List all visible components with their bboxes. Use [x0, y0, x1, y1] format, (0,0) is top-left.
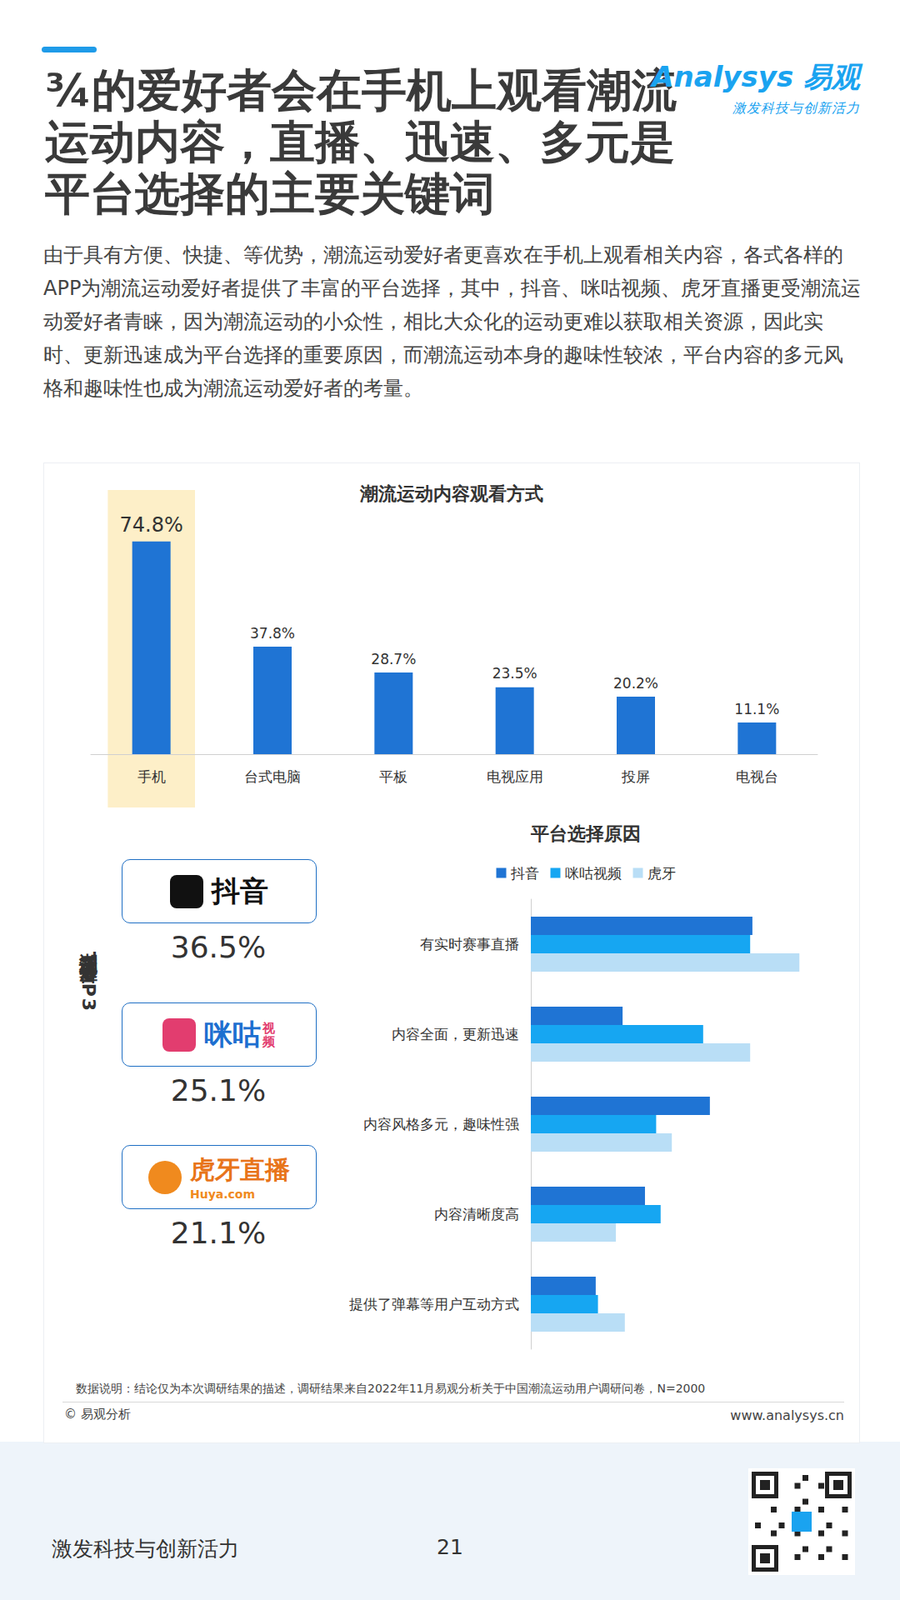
svg-text:手机: 手机: [137, 768, 166, 785]
html-text:由于具有方便、快捷、等优势，潮流运动爱好者更喜欢在手机上观看: 由于具有方便、快捷、等优势，潮流运动爱好者更喜欢在手机上观看相关内容，各式各样的…: [43, 243, 862, 400]
svg-text:有实时赛事直播: 有实时赛事直播: [420, 935, 520, 953]
html-text:21.1%: 21.1%: [170, 1215, 266, 1250]
svg-text:平板: 平板: [379, 768, 408, 785]
svg-text:23.5%: 23.5%: [492, 665, 538, 682]
html-text:Huya.com: Huya.com: [190, 1187, 256, 1201]
html-text:© 易观分析: © 易观分析: [64, 1406, 131, 1422]
svg-text:内容清晰度高: 内容清晰度高: [434, 1205, 520, 1223]
html-text:21: 21: [436, 1535, 464, 1560]
html-text:视频: 视频: [262, 1020, 275, 1049]
html-text:虎牙直播: 虎牙直播: [190, 1155, 290, 1185]
html-text:Analysys 易观: Analysys 易观: [651, 60, 860, 94]
html-text:¾的爱好者会在手机上观看潮流运动内容，直播、迅速、多元是平台: ¾的爱好者会在手机上观看潮流运动内容，直播、迅速、多元是平台选择的主要关键词: [45, 64, 677, 220]
svg-text:台式电脑: 台式电脑: [244, 768, 301, 785]
svg-text:咪咕视频: 咪咕视频: [565, 865, 622, 882]
svg-text:内容全面，更新迅速: 内容全面，更新迅速: [391, 1025, 520, 1043]
svg-text:提供了弹幕等用户互动方式: 提供了弹幕等用户互动方式: [349, 1295, 520, 1313]
html-text:潮流运动关注平台TOP3: 潮流运动关注平台TOP3: [78, 938, 100, 1013]
svg-text:虎牙: 虎牙: [647, 865, 676, 882]
svg-text:37.8%: 37.8%: [250, 625, 295, 642]
svg-text:74.8%: 74.8%: [120, 513, 184, 537]
svg-text:电视应用: 电视应用: [486, 768, 544, 785]
svg-text:28.7%: 28.7%: [370, 650, 416, 668]
svg-text:电视台: 电视台: [735, 768, 779, 785]
html-text:抖音: 抖音: [211, 873, 269, 908]
html-text:数据说明：结论仅为本次调研结果的描述，调研结果来自2022年: 数据说明：结论仅为本次调研结果的描述，调研结果来自2022年11月易观分析关于中…: [75, 1381, 706, 1395]
html-text:激发科技与创新活力: 激发科技与创新活力: [51, 1536, 240, 1561]
svg-text:11.1%: 11.1%: [734, 700, 780, 718]
html-text:咪咕: 咪咕: [203, 1017, 261, 1051]
html-text:激发科技与创新活力: 激发科技与创新活力: [732, 100, 860, 116]
svg-text:抖音: 抖音: [510, 865, 540, 882]
svg-text:潮流运动内容观看方式: 潮流运动内容观看方式: [359, 483, 544, 505]
svg-text:内容风格多元，趣味性强: 内容风格多元，趣味性强: [363, 1115, 520, 1133]
svg-text:平台选择原因: 平台选择原因: [530, 823, 641, 845]
html-text:36.5%: 36.5%: [170, 930, 266, 965]
svg-text:投屏: 投屏: [620, 768, 650, 785]
html-text:www.analysys.cn: www.analysys.cn: [730, 1407, 845, 1424]
html-text:25.1%: 25.1%: [170, 1073, 266, 1108]
svg-text:20.2%: 20.2%: [613, 675, 659, 692]
